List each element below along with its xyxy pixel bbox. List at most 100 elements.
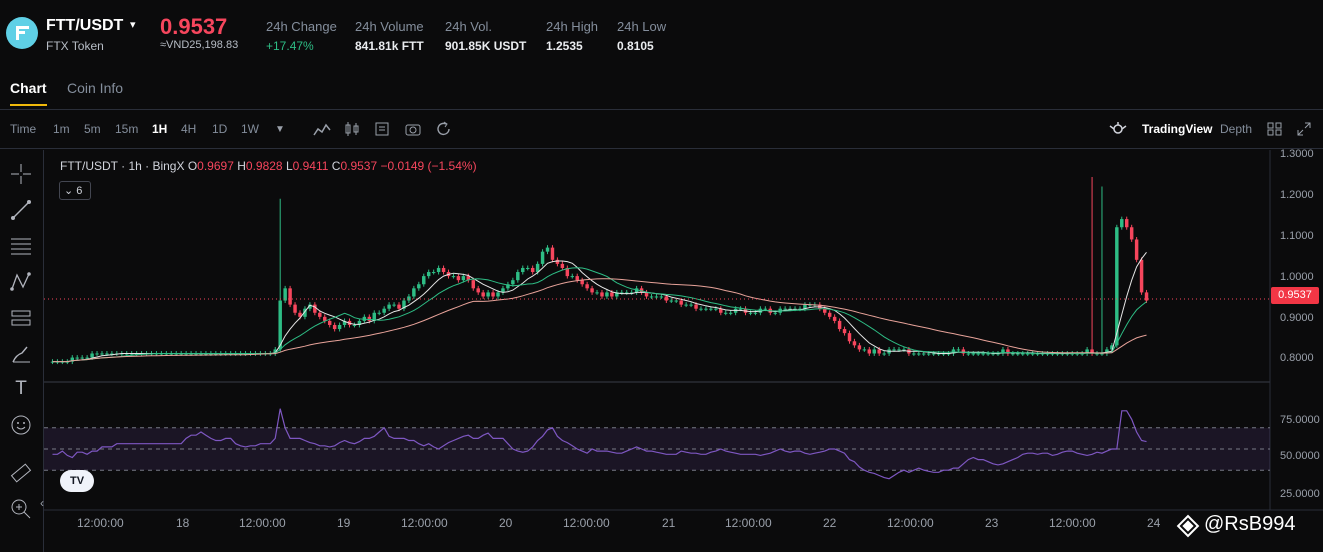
time-axis-label: 12:00:00 bbox=[239, 516, 286, 530]
fib-lines-icon[interactable] bbox=[8, 235, 34, 262]
ruler-icon[interactable] bbox=[8, 462, 34, 489]
indicators-toggle[interactable]: ⌄ 6 bbox=[59, 181, 91, 200]
candle-body bbox=[842, 329, 847, 334]
candle-body bbox=[332, 324, 337, 330]
templates-icon[interactable] bbox=[374, 121, 392, 140]
fullscreen-icon[interactable] bbox=[1296, 121, 1312, 140]
collapse-toolbar-icon[interactable]: ‹ bbox=[40, 496, 44, 510]
trend-line-icon[interactable] bbox=[8, 199, 34, 226]
tab-chart[interactable]: Chart bbox=[10, 80, 47, 96]
current-price-tag: 0.9537 bbox=[1271, 287, 1319, 304]
time-axis-label: 12:00:00 bbox=[77, 516, 124, 530]
stat-value-high: 1.2535 bbox=[546, 39, 583, 53]
timeframe-1w[interactable]: 1W bbox=[241, 122, 259, 136]
candle-body bbox=[555, 259, 560, 264]
time-axis-label: 21 bbox=[662, 516, 676, 530]
candle-body bbox=[827, 312, 832, 317]
time-axis-label: 22 bbox=[823, 516, 837, 530]
tradingview-logo[interactable]: TV bbox=[60, 470, 94, 492]
tab-bar bbox=[0, 66, 1323, 110]
timeframe-1d[interactable]: 1D bbox=[212, 122, 228, 136]
ftt-logo-icon bbox=[6, 17, 38, 49]
candle-body bbox=[70, 357, 75, 362]
candle-type-icon[interactable] bbox=[343, 121, 361, 140]
stat-label-low: 24h Low bbox=[617, 19, 667, 34]
legend-h-label: H bbox=[237, 159, 246, 173]
candle-body bbox=[575, 276, 579, 281]
candle-body bbox=[897, 349, 901, 351]
pair-selector[interactable]: FTT/USDT bbox=[46, 17, 124, 34]
candle-body bbox=[664, 296, 669, 301]
candle-body bbox=[1115, 227, 1119, 346]
candle-body bbox=[85, 357, 89, 359]
candle-body bbox=[832, 316, 837, 321]
timeframe-dropdown-icon[interactable]: ▼ bbox=[275, 124, 285, 135]
candle-body bbox=[892, 349, 896, 351]
time-axis-label: 12:00:00 bbox=[887, 516, 934, 530]
candle-body bbox=[976, 353, 980, 355]
projection-icon[interactable] bbox=[8, 307, 34, 334]
candle-body bbox=[600, 292, 604, 297]
candle-body bbox=[649, 296, 654, 298]
candle-body bbox=[585, 284, 589, 289]
timeframe-4h[interactable]: 4H bbox=[181, 122, 197, 136]
candle-body bbox=[525, 267, 530, 269]
text-tool-icon[interactable]: T bbox=[15, 378, 27, 399]
candle-body bbox=[278, 300, 282, 350]
candle-body bbox=[1129, 227, 1134, 240]
crosshair-icon[interactable] bbox=[8, 163, 34, 190]
candle-body bbox=[926, 353, 931, 355]
emoji-icon[interactable] bbox=[8, 414, 34, 441]
indicators-count: 6 bbox=[76, 185, 83, 197]
legend-change: −0.0149 (−1.54%) bbox=[380, 159, 477, 173]
candle-body bbox=[719, 308, 723, 313]
camera-icon[interactable] bbox=[404, 121, 422, 140]
candle-body bbox=[728, 312, 733, 314]
candle-body bbox=[392, 304, 396, 306]
candle-body bbox=[367, 316, 372, 321]
timeframe-5m[interactable]: 5m bbox=[84, 122, 101, 136]
depth-toggle[interactable]: Depth bbox=[1220, 122, 1253, 136]
indicators-icon[interactable] bbox=[313, 121, 331, 140]
candle-body bbox=[1001, 349, 1005, 354]
layout-grid-icon[interactable] bbox=[1267, 121, 1283, 140]
timeframe-15m[interactable]: 15m bbox=[115, 122, 139, 136]
zoom-in-icon[interactable] bbox=[8, 498, 34, 525]
price-axis-label: 0.8000 bbox=[1280, 352, 1314, 364]
moving-averages bbox=[44, 251, 1270, 363]
candle-body bbox=[352, 324, 357, 326]
brush-icon[interactable] bbox=[8, 343, 34, 370]
candle-body bbox=[60, 361, 65, 363]
chevron-down-icon[interactable]: ▾ bbox=[130, 19, 136, 31]
candle-body bbox=[540, 251, 545, 264]
tab-coin-info[interactable]: Coin Info bbox=[67, 80, 124, 96]
timeframe-1m[interactable]: 1m bbox=[53, 122, 70, 136]
timeframe-1h[interactable]: 1H bbox=[152, 122, 168, 136]
price-chart[interactable] bbox=[44, 150, 1323, 552]
candle-body bbox=[1095, 353, 1099, 355]
price-axis-label: 1.3000 bbox=[1280, 148, 1314, 160]
candle-body bbox=[426, 272, 431, 277]
reset-icon[interactable] bbox=[435, 121, 453, 140]
candle-body bbox=[461, 276, 466, 281]
legend-low: 0.9411 bbox=[292, 159, 329, 173]
chart-toolbar bbox=[0, 111, 1323, 149]
tradingview-settings-icon[interactable] bbox=[1108, 121, 1128, 140]
grid bbox=[44, 150, 1323, 511]
tradingview-toggle[interactable]: TradingView bbox=[1142, 122, 1213, 136]
candle-body bbox=[956, 349, 961, 351]
market-header bbox=[0, 0, 1323, 66]
candle-body bbox=[466, 276, 471, 281]
candle-body bbox=[867, 349, 872, 354]
time-axis-label: 12:00:00 bbox=[1049, 516, 1096, 530]
pattern-icon[interactable] bbox=[8, 271, 34, 298]
candle-body bbox=[288, 288, 292, 305]
candle-body bbox=[511, 280, 515, 285]
pair-full-name: FTX Token bbox=[46, 39, 104, 53]
candle-body bbox=[788, 308, 792, 310]
candle-body bbox=[644, 292, 649, 297]
timeframe-time[interactable]: Time bbox=[10, 122, 37, 136]
candle-body bbox=[773, 312, 777, 314]
candle-body bbox=[451, 276, 456, 278]
candle-body bbox=[491, 292, 495, 297]
